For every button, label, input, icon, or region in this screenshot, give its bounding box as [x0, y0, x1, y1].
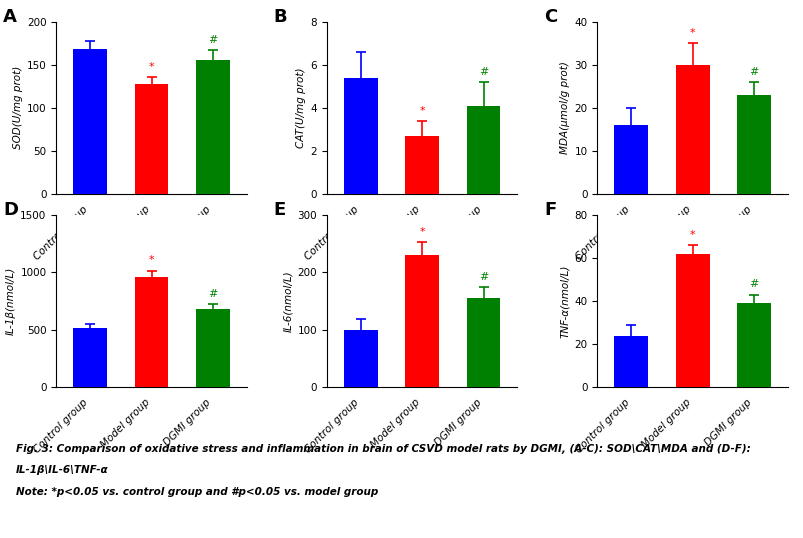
Text: C: C	[544, 8, 556, 26]
Text: #: #	[208, 289, 218, 299]
Text: B: B	[273, 8, 287, 26]
Bar	[613, 125, 647, 194]
Bar	[736, 95, 770, 194]
Y-axis label: IL-1β(nmol/L): IL-1β(nmol/L)	[6, 267, 16, 335]
Text: *: *	[149, 256, 154, 265]
Text: A: A	[3, 8, 17, 26]
Text: *: *	[419, 227, 424, 237]
Y-axis label: SOD(U/mg prot): SOD(U/mg prot)	[13, 66, 22, 150]
Text: *: *	[419, 105, 424, 116]
Bar	[675, 253, 709, 387]
Text: #: #	[208, 35, 218, 45]
Bar	[675, 65, 709, 194]
Text: Note: *p<0.05 vs. control group and #p<0.05 vs. model group: Note: *p<0.05 vs. control group and #p<0…	[16, 487, 378, 497]
Text: F: F	[544, 201, 556, 219]
Bar	[134, 277, 169, 387]
Bar	[736, 303, 770, 387]
Bar	[73, 328, 107, 387]
Bar	[344, 330, 377, 387]
Bar	[196, 309, 230, 387]
Text: *: *	[689, 28, 695, 38]
Y-axis label: CAT(U/mg prot): CAT(U/mg prot)	[296, 68, 306, 148]
Bar	[73, 49, 107, 194]
Text: #: #	[479, 67, 487, 77]
Bar	[405, 255, 438, 387]
Y-axis label: IL-6(nmol/L): IL-6(nmol/L)	[283, 270, 293, 332]
Bar	[196, 60, 230, 194]
Text: *: *	[689, 230, 695, 240]
Bar	[466, 298, 499, 387]
Text: *: *	[149, 61, 154, 72]
Text: #: #	[748, 279, 758, 289]
Bar	[344, 77, 377, 194]
Text: IL-1β\IL-6\TNF-α: IL-1β\IL-6\TNF-α	[16, 465, 108, 476]
Text: D: D	[3, 201, 18, 219]
Y-axis label: MDA(μmol/g prot): MDA(μmol/g prot)	[560, 61, 569, 154]
Text: Fig. 3: Comparison of oxidative stress and inflammation in brain of CSVD model r: Fig. 3: Comparison of oxidative stress a…	[16, 444, 750, 454]
Bar	[405, 136, 438, 194]
Bar	[613, 336, 647, 387]
Text: #: #	[748, 67, 758, 77]
Y-axis label: TNF-α(nmol/L): TNF-α(nmol/L)	[560, 264, 569, 338]
Text: #: #	[479, 272, 487, 281]
Bar	[466, 105, 499, 194]
Text: E: E	[273, 201, 285, 219]
Bar	[134, 83, 169, 194]
